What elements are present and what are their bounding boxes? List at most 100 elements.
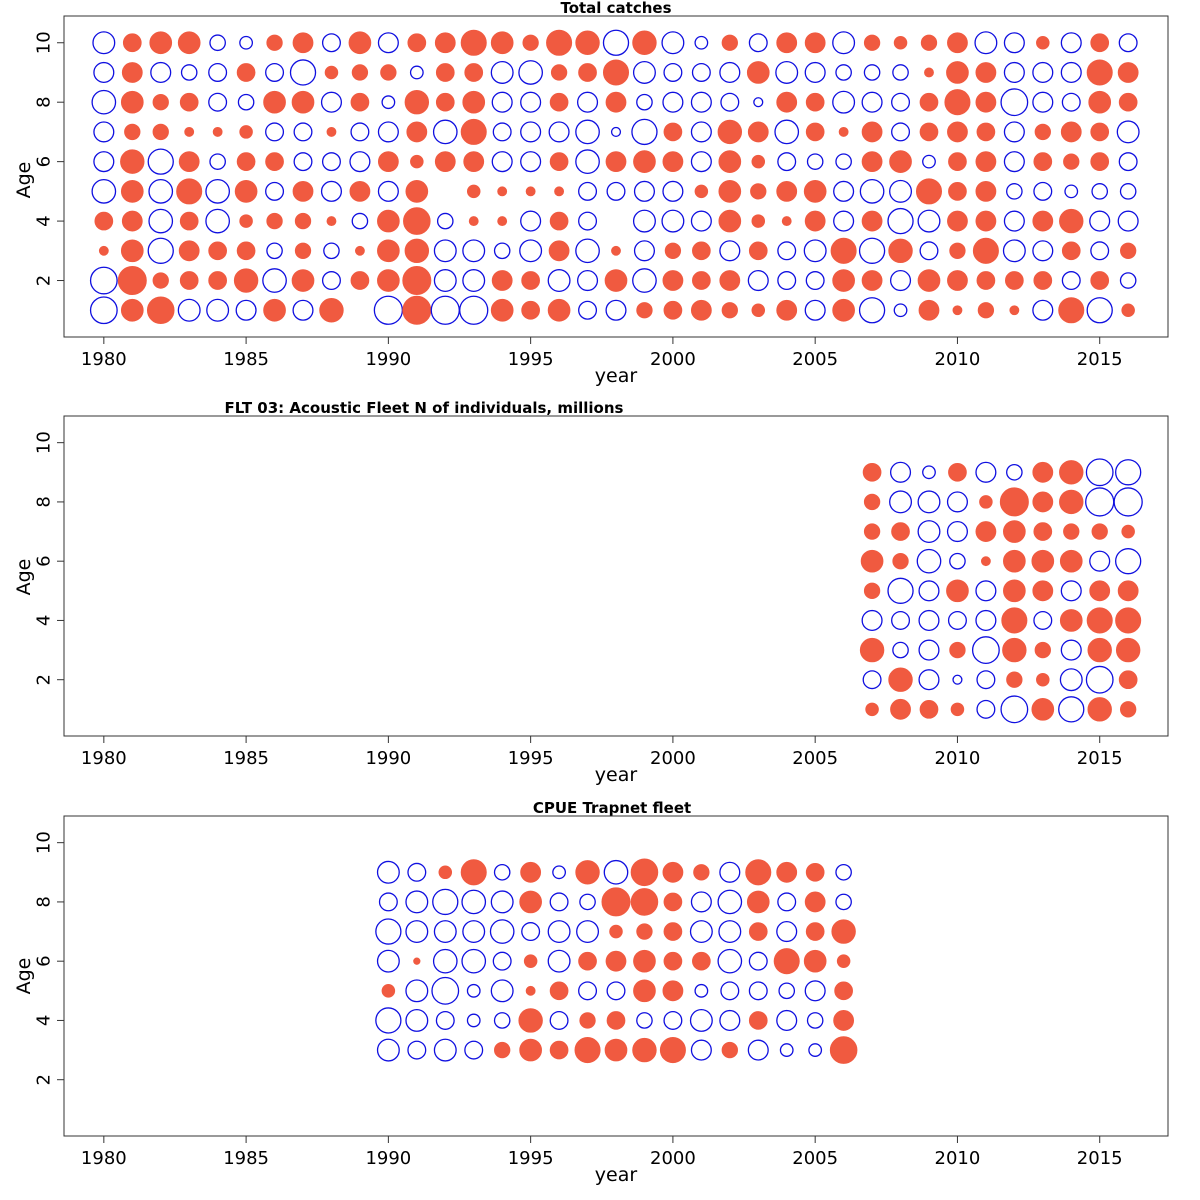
bubble-negative [777,241,797,261]
bubble-positive [212,126,223,137]
bubble-negative [293,122,313,142]
bubble-positive [152,123,169,141]
bubble-positive [319,298,344,323]
bubble-positive [1090,33,1110,53]
x-tick-label: 2015 [1077,748,1123,769]
bubble-negative [917,520,941,544]
bubble-negative [691,62,711,82]
bubble-positive [549,152,569,171]
bubble-positive [377,209,400,233]
bubble-negative [433,1038,457,1062]
bubble-negative [858,297,886,324]
bubble-negative [1006,463,1023,481]
bubble-negative [804,61,826,84]
bubble-positive [1063,523,1080,540]
bubble-negative [266,242,283,260]
bubble-negative [717,889,743,915]
bubble-negative [748,33,768,53]
bubble-positive [548,240,570,262]
bubble-positive [630,888,659,916]
bubble-positive [1009,305,1020,316]
bubble-negative [1061,92,1081,112]
bubble-positive [948,152,967,171]
bubble-negative [432,948,458,974]
bubble-positive [663,300,683,320]
bubble-positive [975,180,997,202]
bubble-negative [1119,183,1137,200]
bubble-positive [950,702,965,717]
bubble-negative [719,861,741,883]
bubble-positive [377,151,399,173]
bubble-negative [1002,239,1026,263]
bubble-negative [610,126,622,137]
x-tick-label: 2010 [935,1148,981,1169]
y-tick-label: 8 [34,96,55,107]
bubble-negative [491,91,513,113]
bubble-positive [1032,210,1054,232]
bubble-positive [947,32,968,54]
bubble-positive [692,241,711,261]
bubble-negative [777,892,797,912]
x-tick-label: 2005 [792,349,838,370]
bubble-negative [349,151,371,173]
bubble-positive [178,240,200,262]
bubble-positive [1121,303,1135,318]
bubble-negative [1117,210,1139,232]
bubble-negative [719,61,741,84]
bubble-positive [944,89,971,116]
x-tick-label: 2015 [1077,1148,1123,1169]
bubble-positive [975,151,997,173]
bubble-negative [833,210,855,232]
bubble-negative [320,91,343,113]
bubble-negative [375,918,402,945]
bubble-negative [1116,120,1140,144]
bubble-positive [435,92,455,112]
bubble-positive [1036,35,1050,50]
bubble-positive [152,94,169,111]
bubble-negative [804,980,826,1002]
bubble-negative [1114,548,1142,575]
bubble-positive [405,180,429,203]
bubble-positive [663,892,683,912]
bubble-positive [1087,637,1112,663]
bubble-negative [889,179,913,203]
bubble-positive [1121,524,1135,539]
bubble-positive [893,35,908,50]
bubble-positive [292,32,314,54]
y-tick-label: 10 [34,431,55,454]
x-axis-label: year [595,1164,638,1186]
bubble-positive [575,860,600,885]
bubble-positive [377,269,400,292]
bubble-negative [889,269,912,292]
bubble-positive [946,579,969,603]
x-tick-label: 1985 [223,748,269,769]
x-tick-label: 1995 [508,748,554,769]
bubble-negative [405,920,429,944]
bubble-negative [694,35,709,50]
x-tick-label: 1980 [81,748,127,769]
x-tick-label: 1985 [223,349,269,370]
bubble-positive [976,271,996,290]
bubble-negative [661,209,685,233]
bubble-negative [690,91,712,113]
bubble-negative [804,299,826,321]
bubble-negative [576,91,599,113]
bubble-negative [464,1040,484,1060]
bubble-positive [521,271,540,290]
bubble-positive [750,183,767,200]
bubble-negative [1119,272,1137,289]
bubble-positive [236,241,256,261]
bubble-positive [434,151,456,173]
bubble-positive [381,984,396,998]
bubble-negative [378,892,398,912]
bubble-positive [236,152,256,171]
bubble-negative [949,552,966,570]
bubble-negative [952,674,963,685]
bubble-negative [1085,665,1114,694]
x-tick-label: 1995 [508,349,554,370]
bubble-negative [405,890,429,914]
bubble-negative [778,982,796,1000]
bubble-negative [89,296,118,325]
bubble-negative [971,636,1000,665]
bubble-negative [663,1010,683,1030]
